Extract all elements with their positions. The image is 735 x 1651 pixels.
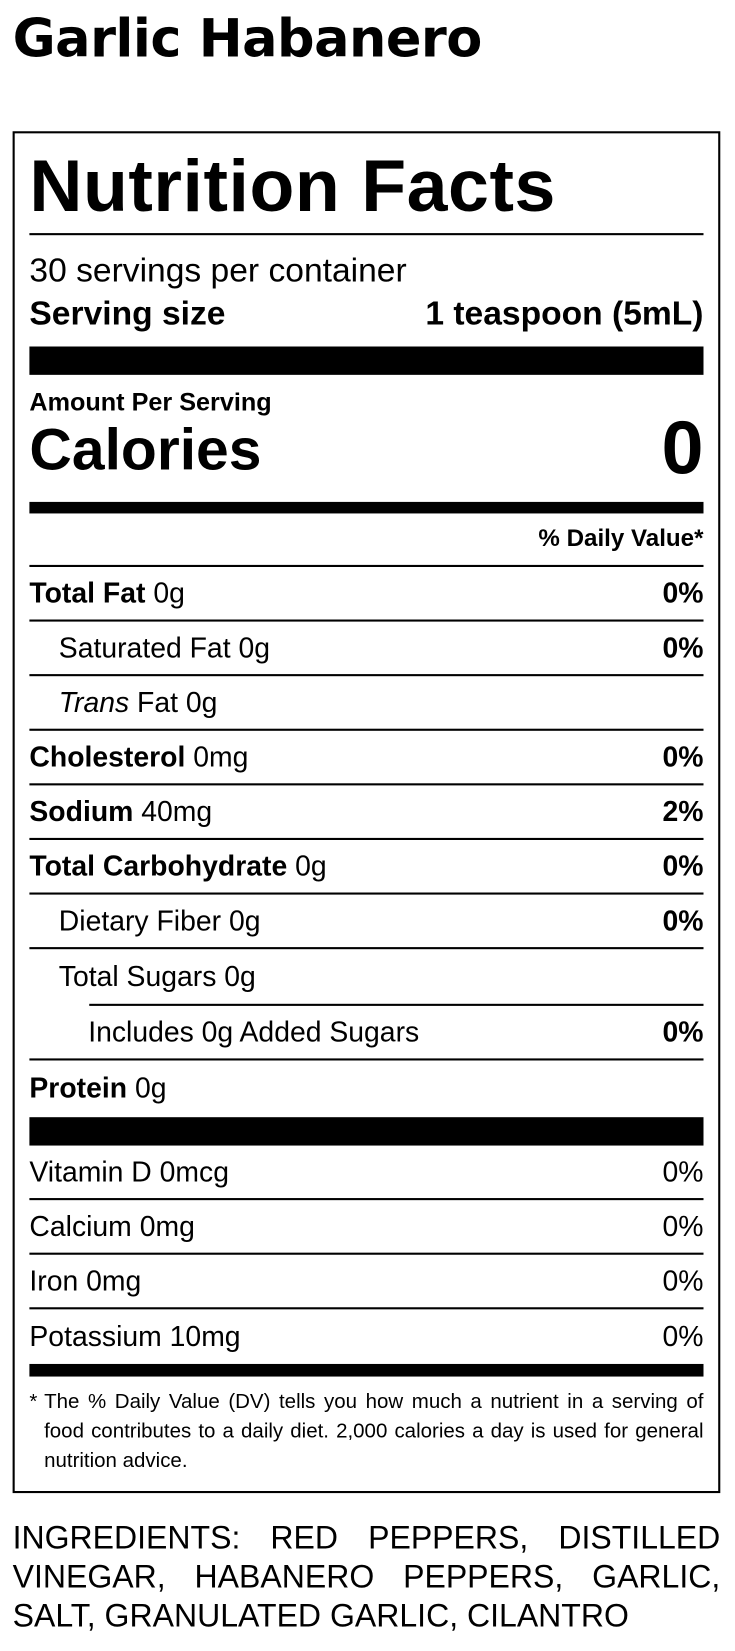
nutrient-name: Includes 0g Added Sugars [88, 1015, 420, 1048]
nutrient-dv: 0% [662, 1015, 704, 1048]
nutrient-dv: 0% [662, 849, 704, 882]
nutrient-dv: 0% [662, 576, 704, 609]
nutrient-row-trans-fat: Trans Fat 0g [29, 676, 704, 731]
daily-value-header: % Daily Value* [29, 524, 703, 567]
medium-divider [29, 1363, 704, 1377]
nutrient-dv: 0% [662, 904, 704, 937]
nutrient-name: Total Fat [29, 576, 146, 609]
nutrient-name: Sodium [29, 795, 134, 827]
nutrient-row-saturated-fat: Saturated Fat 0g 0% [29, 622, 703, 677]
nutrient-amount: 0g [238, 631, 271, 664]
nutrient-amount: 40mg [141, 795, 213, 827]
nutrient-name-suffix: Fat [137, 686, 179, 718]
nutrient-name: Total Sugars [58, 960, 217, 992]
divider [29, 233, 704, 236]
nutrient-name: Cholesterol [29, 740, 186, 773]
nutrient-amount: 0g [295, 849, 327, 882]
nutrient-name: Saturated Fat [58, 631, 231, 664]
medium-divider [29, 501, 704, 514]
footnote-mark: * [29, 1390, 38, 1414]
nutrient-dv: 2% [662, 795, 704, 827]
vitamin-dv: 0% [662, 1155, 704, 1188]
nutrient-row-protein: Protein 0g [29, 1061, 703, 1116]
vitamin-dv: 0% [662, 1210, 704, 1242]
thick-divider [29, 346, 704, 375]
thick-divider [29, 1117, 704, 1146]
footnote: * The % Daily Value (DV) tells you how m… [29, 1387, 703, 1475]
vitamin-name: Vitamin D [29, 1155, 152, 1188]
calories-row: Calories 0 [29, 406, 704, 491]
vitamin-amount: 0mcg [159, 1155, 229, 1188]
nutrient-name: Dietary Fiber [58, 904, 222, 937]
vitamin-amount: 0mg [139, 1210, 195, 1242]
nutrient-amount: 0g [185, 686, 218, 718]
vitamin-amount: 10mg [169, 1320, 241, 1352]
vitamin-row-iron: Iron 0mg 0% [29, 1255, 703, 1310]
vitamin-name: Iron [29, 1264, 79, 1297]
nutrient-name: Total Carbohydrate [29, 849, 288, 882]
footnote-text: The % Daily Value (DV) tells you how muc… [44, 1390, 704, 1473]
nutrient-amount: 0mg [193, 740, 249, 773]
vitamin-row-potassium: Potassium 10mg 0% [29, 1309, 703, 1364]
servings-per-container: 30 servings per container [29, 250, 407, 289]
ingredients: INGREDIENTS: RED PEPPERS, DISTILLED VINE… [12, 1520, 721, 1634]
vitamin-row-vitamin-d: Vitamin D 0mcg 0% [29, 1146, 703, 1201]
nutrient-row-total-sugars: Total Sugars 0g [29, 949, 703, 1004]
vitamin-amount: 0mg [86, 1264, 142, 1297]
nutrient-dv: 0% [662, 631, 704, 664]
nutrition-facts-label: Nutrition Facts 30 servings per containe… [12, 131, 721, 1494]
nutrient-row-sodium: Sodium 40mg 2% [29, 785, 703, 840]
vitamin-dv: 0% [662, 1320, 704, 1352]
vitamin-row-calcium: Calcium 0mg 0% [29, 1200, 703, 1255]
nutrient-row-total-fat: Total Fat 0g 0% [29, 567, 703, 622]
nutrient-row-cholesterol: Cholesterol 0mg 0% [29, 731, 703, 786]
calories-value: 0 [661, 406, 704, 491]
amount-per-serving: Amount Per Serving [29, 388, 272, 417]
nutrient-row-total-carbohydrate: Total Carbohydrate 0g 0% [29, 840, 703, 895]
nutrient-amount: 0g [224, 960, 256, 992]
product-name: Garlic Habanero [12, 8, 483, 70]
nutrient-amount: 0g [134, 1071, 167, 1104]
nutrient-name: Protein [29, 1071, 128, 1104]
nutrient-amount: 0g [153, 576, 185, 609]
nutrient-row-added-sugars: Includes 0g Added Sugars 0% [29, 1006, 703, 1061]
nutrient-row-dietary-fiber: Dietary Fiber 0g 0% [29, 895, 703, 950]
serving-size-label: Serving size [29, 294, 226, 332]
nutrient-amount: 0g [228, 904, 261, 937]
divider [89, 1003, 704, 1006]
calories-label: Calories [29, 415, 262, 482]
serving-size-value: 1 teaspoon (5mL) [425, 294, 704, 332]
serving-size: Serving size 1 teaspoon (5mL) [29, 294, 703, 333]
nutrient-name: Trans [58, 686, 130, 718]
vitamin-name: Potassium [29, 1320, 162, 1352]
vitamin-dv: 0% [662, 1264, 704, 1297]
nutrient-dv: 0% [662, 740, 704, 773]
label-title: Nutrition Facts [29, 144, 556, 227]
vitamin-name: Calcium [29, 1210, 132, 1242]
